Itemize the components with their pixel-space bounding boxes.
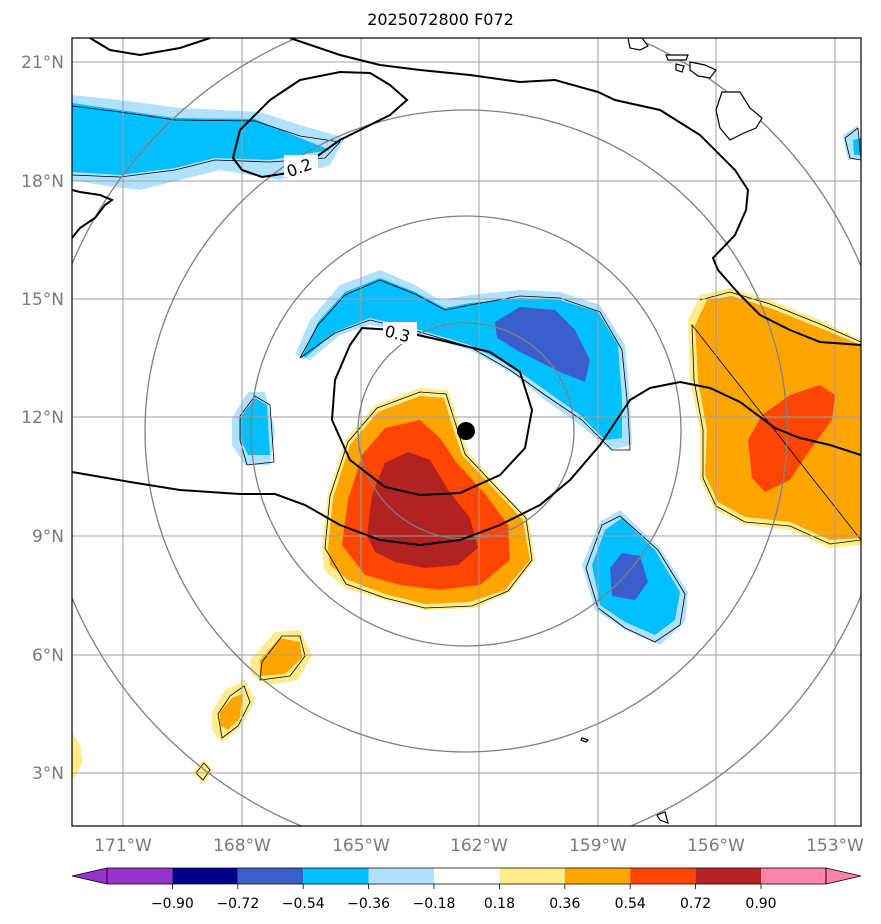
colorbar-segment [695, 868, 761, 884]
thin-contours [72, 105, 861, 781]
lat-tick-label: 21°N [21, 53, 64, 73]
coastlines [580, 38, 763, 824]
lon-tick-label: 159°W [569, 836, 627, 856]
colorbar-tick-label: −0.72 [216, 896, 259, 912]
colorbar-over-arrow [825, 867, 862, 885]
colorbar-segment [368, 868, 434, 884]
positive-anomaly-region [367, 452, 478, 568]
colorbar-segment [564, 868, 631, 884]
lon-tick-label: 165°W [332, 836, 390, 856]
colorbar-segment [172, 868, 238, 884]
lat-tick-label: 3°N [32, 764, 64, 784]
negative-anomaly-region [610, 553, 648, 600]
lon-tick-label: 162°W [450, 836, 508, 856]
colorbar-tick-label: 0.36 [549, 896, 580, 912]
island [656, 811, 669, 824]
lat-tick-label: 15°N [21, 290, 64, 310]
storm-center-marker [457, 422, 475, 440]
gridlines [72, 38, 861, 826]
positive-anomaly-region [260, 638, 302, 676]
colorbar-segment [303, 868, 369, 884]
colorbar-tick-label: −0.18 [413, 896, 456, 912]
island [689, 61, 717, 79]
lat-tick-label: 18°N [21, 172, 64, 192]
negative-anomaly-region [495, 307, 590, 382]
contour-label-bg [383, 322, 417, 344]
positive-anomaly-region [72, 733, 83, 778]
lat-tick-label: 6°N [32, 646, 64, 666]
colorbar-tick-label: −0.90 [151, 896, 194, 912]
colorbar-segment [107, 868, 173, 884]
contour-label-bg [284, 155, 318, 177]
shading-layer [72, 95, 861, 783]
lat-axis: 21°N 18°N 15°N 12°N 9°N 6°N 3°N [21, 53, 64, 784]
lat-tick-label: 9°N [32, 527, 64, 547]
positive-anomaly-region [220, 694, 242, 730]
island [627, 38, 649, 51]
colorbar: −0.90 −0.72 −0.54 −0.36 −0.18 0.18 0.36 … [71, 867, 862, 912]
positive-anomaly-region [192, 760, 213, 783]
thick-contours [72, 38, 861, 547]
positive-anomaly-region [748, 385, 835, 492]
colorbar-segment [499, 868, 565, 884]
island [665, 54, 689, 61]
negative-anomaly-region [240, 398, 270, 455]
colorbar-tick-label: 0.18 [484, 896, 515, 912]
lat-tick-label: 12°N [21, 408, 64, 428]
lon-tick-label: 171°W [94, 836, 152, 856]
lon-tick-label: 153°W [806, 836, 864, 856]
colorbar-tick-label: 0.90 [745, 896, 776, 912]
map-frame [71, 37, 862, 827]
range-rings [72, 38, 861, 826]
lon-tick-label: 156°W [687, 836, 745, 856]
lon-axis: 171°W 168°W 165°W 162°W 159°W 156°W 153°… [94, 836, 864, 856]
lon-tick-label: 168°W [213, 836, 271, 856]
colorbar-tick-label: 0.54 [615, 896, 646, 912]
colorbar-segment [761, 868, 826, 884]
colorbar-tick-label: −0.36 [347, 896, 390, 912]
colorbar-segment [630, 868, 696, 884]
colorbar-tick-label: 0.72 [680, 896, 711, 912]
island [675, 63, 685, 73]
colorbar-under-arrow [71, 867, 108, 885]
big-island-hawaii [715, 91, 763, 141]
colorbar-segment [237, 868, 304, 884]
colorbar-segment [434, 868, 500, 884]
island [580, 737, 590, 743]
map-title: 2025072800 F072 [367, 10, 514, 29]
colorbar-tick-label: −0.54 [282, 896, 325, 912]
